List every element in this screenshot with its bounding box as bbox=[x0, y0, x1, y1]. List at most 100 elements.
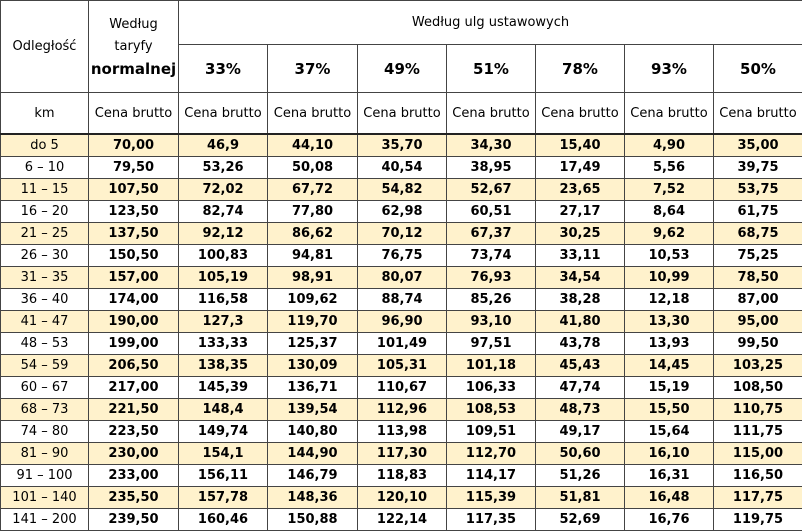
price-cell: 70,12 bbox=[357, 222, 447, 245]
price-cell: 125,37 bbox=[267, 332, 358, 355]
price-cell: 157,00 bbox=[88, 266, 179, 289]
price-label: Cena brutto bbox=[446, 92, 536, 135]
price-cell: 94,81 bbox=[267, 244, 358, 267]
price-cell: 34,54 bbox=[535, 266, 625, 289]
tariff-line-bold: normalnej bbox=[90, 59, 177, 78]
distance-cell: 26 – 30 bbox=[0, 244, 89, 267]
price-cell: 133,33 bbox=[178, 332, 268, 355]
price-cell: 117,30 bbox=[357, 442, 447, 465]
price-cell: 44,10 bbox=[267, 133, 358, 157]
table-row: 68 – 73 221,50 148,4 139,54 112,96 108,53 48,7… bbox=[0, 398, 802, 421]
price-label: Cena brutto bbox=[535, 92, 625, 135]
tariff-line: Według taryfy bbox=[109, 16, 158, 54]
table-row: 31 – 35 157,00 105,19 98,91 80,07 76,93 34,54 1… bbox=[0, 266, 802, 289]
table-row: 36 – 40 174,00 116,58 109,62 88,74 85,26 38,28… bbox=[0, 288, 802, 311]
table-row: 60 – 67 217,00 145,39 136,71 110,67 106,33 47,… bbox=[0, 376, 802, 399]
price-cell: 119,70 bbox=[267, 310, 358, 333]
distance-cell: 54 – 59 bbox=[0, 354, 89, 377]
distance-cell: do 5 bbox=[0, 133, 89, 157]
price-cell: 14,45 bbox=[624, 354, 714, 377]
table-row: 6 – 10 79,50 53,26 50,08 40,54 38,95 17,49 5,56… bbox=[0, 156, 802, 179]
price-cell: 137,50 bbox=[88, 222, 179, 245]
table-row: 41 – 47 190,00 127,3 119,70 96,90 93,10 41,80 1… bbox=[0, 310, 802, 333]
price-cell: 109,51 bbox=[446, 420, 536, 443]
price-cell: 145,39 bbox=[178, 376, 268, 399]
distance-cell: 41 – 47 bbox=[0, 310, 89, 333]
price-cell: 114,17 bbox=[446, 464, 536, 487]
price-cell: 95,00 bbox=[712, 310, 802, 333]
price-cell: 53,26 bbox=[178, 156, 268, 179]
price-cell: 51,81 bbox=[535, 486, 625, 509]
price-cell: 112,96 bbox=[357, 398, 447, 421]
price-cell: 138,35 bbox=[178, 354, 268, 377]
price-cell: 230,00 bbox=[88, 442, 179, 465]
price-cell: 150,50 bbox=[88, 244, 179, 267]
price-cell: 99,50 bbox=[712, 332, 802, 355]
table-row: 48 – 53 199,00 133,33 125,37 101,49 97,51 43,7… bbox=[0, 332, 802, 355]
price-cell: 16,76 bbox=[624, 508, 714, 531]
price-cell: 122,14 bbox=[357, 508, 447, 531]
distance-cell: 68 – 73 bbox=[0, 398, 89, 421]
price-cell: 73,74 bbox=[446, 244, 536, 267]
price-cell: 10,53 bbox=[624, 244, 714, 267]
price-cell: 92,12 bbox=[178, 222, 268, 245]
price-cell: 217,00 bbox=[88, 376, 179, 399]
price-cell: 9,62 bbox=[624, 222, 714, 245]
price-cell: 85,26 bbox=[446, 288, 536, 311]
price-cell: 17,49 bbox=[535, 156, 625, 179]
price-label: Cena brutto bbox=[712, 92, 802, 135]
price-cell: 87,00 bbox=[712, 288, 802, 311]
price-cell: 48,73 bbox=[535, 398, 625, 421]
distance-cell: 6 – 10 bbox=[0, 156, 89, 179]
price-cell: 72,02 bbox=[178, 178, 268, 201]
price-cell: 139,54 bbox=[267, 398, 358, 421]
percent-header: 50% bbox=[712, 44, 802, 93]
price-cell: 53,75 bbox=[712, 178, 802, 201]
price-cell: 154,1 bbox=[178, 442, 268, 465]
price-cell: 112,70 bbox=[446, 442, 536, 465]
price-cell: 7,52 bbox=[624, 178, 714, 201]
price-cell: 50,60 bbox=[535, 442, 625, 465]
price-cell: 40,54 bbox=[357, 156, 447, 179]
price-cell: 76,93 bbox=[446, 266, 536, 289]
price-cell: 130,09 bbox=[267, 354, 358, 377]
table-row: 74 – 80 223,50 149,74 140,80 113,98 109,51 49,… bbox=[0, 420, 802, 443]
price-cell: 33,11 bbox=[535, 244, 625, 267]
price-cell: 43,78 bbox=[535, 332, 625, 355]
percent-header: 78% bbox=[535, 44, 625, 93]
price-cell: 96,90 bbox=[357, 310, 447, 333]
price-cell: 38,95 bbox=[446, 156, 536, 179]
price-cell: 136,71 bbox=[267, 376, 358, 399]
price-cell: 101,18 bbox=[446, 354, 536, 377]
price-cell: 117,75 bbox=[712, 486, 802, 509]
price-cell: 68,75 bbox=[712, 222, 802, 245]
distance-cell: 81 – 90 bbox=[0, 442, 89, 465]
price-cell: 34,30 bbox=[446, 133, 536, 157]
price-label: Cena brutto bbox=[357, 92, 447, 135]
distance-cell: 48 – 53 bbox=[0, 332, 89, 355]
price-cell: 23,65 bbox=[535, 178, 625, 201]
price-cell: 98,91 bbox=[267, 266, 358, 289]
price-cell: 118,83 bbox=[357, 464, 447, 487]
price-cell: 61,75 bbox=[712, 200, 802, 223]
price-cell: 103,25 bbox=[712, 354, 802, 377]
price-cell: 79,50 bbox=[88, 156, 179, 179]
price-cell: 199,00 bbox=[88, 332, 179, 355]
price-cell: 46,9 bbox=[178, 133, 268, 157]
price-cell: 15,64 bbox=[624, 420, 714, 443]
price-cell: 150,88 bbox=[267, 508, 358, 531]
price-cell: 45,43 bbox=[535, 354, 625, 377]
price-cell: 80,07 bbox=[357, 266, 447, 289]
price-cell: 115,39 bbox=[446, 486, 536, 509]
price-cell: 35,70 bbox=[357, 133, 447, 157]
price-cell: 100,83 bbox=[178, 244, 268, 267]
price-cell: 82,74 bbox=[178, 200, 268, 223]
price-cell: 77,80 bbox=[267, 200, 358, 223]
price-cell: 110,75 bbox=[712, 398, 802, 421]
price-cell: 148,4 bbox=[178, 398, 268, 421]
price-cell: 156,11 bbox=[178, 464, 268, 487]
distance-header: Odległość bbox=[0, 0, 89, 93]
price-cell: 127,3 bbox=[178, 310, 268, 333]
